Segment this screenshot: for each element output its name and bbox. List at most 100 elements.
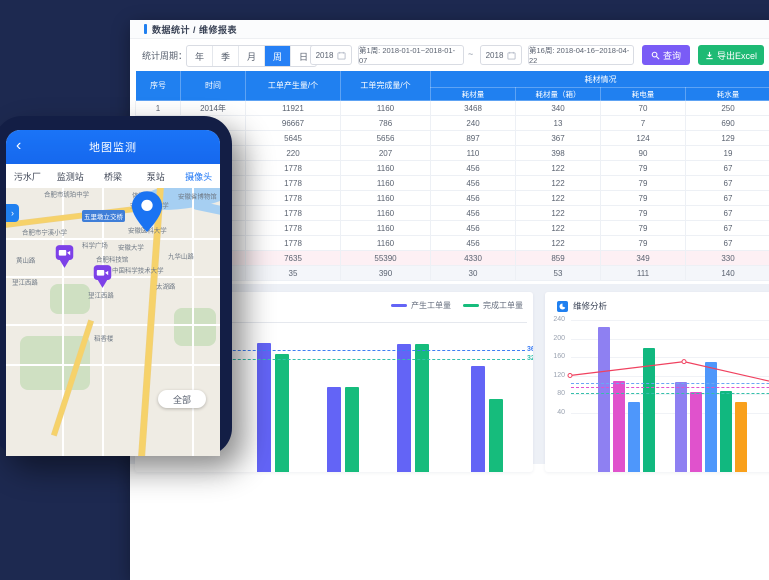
analysis-bar[interactable] xyxy=(643,348,655,472)
phone-tab-泵站[interactable]: 泵站 xyxy=(134,164,177,188)
map-panel-expander[interactable]: › xyxy=(6,204,19,222)
bar-完成工单量-1[interactable] xyxy=(345,387,359,472)
table-cell: 220 xyxy=(246,146,341,161)
bar-产生工单量-2[interactable] xyxy=(397,344,411,472)
map-park xyxy=(174,308,216,346)
map-poi-label: 安徽大学 xyxy=(118,243,144,252)
segment-年[interactable]: 年 xyxy=(187,46,212,66)
analysis-bar[interactable] xyxy=(735,402,747,472)
start-year-select[interactable]: 2018 xyxy=(310,45,352,65)
table-cell: 11921 xyxy=(246,101,341,116)
start-week-range-field[interactable]: 第1周: 2018-01-01~2018-01-07 xyxy=(358,45,464,65)
table-cell: 3468 xyxy=(431,101,516,116)
table-cell: 240 xyxy=(431,116,516,131)
legend-item[interactable]: 完成工单量 xyxy=(463,300,523,311)
reference-line xyxy=(571,393,769,394)
export-excel-button[interactable]: 导出Excel xyxy=(698,45,764,65)
bar-完成工单量-2[interactable] xyxy=(415,344,429,472)
filter-period-label: 统计周期： xyxy=(142,49,187,62)
export-button-label: 导出Excel xyxy=(717,49,757,62)
col-header: 序号 xyxy=(136,71,181,101)
map-poi-label: 黄山路 xyxy=(16,256,35,265)
analysis-bar[interactable] xyxy=(613,381,625,472)
col-header: 时间 xyxy=(181,71,246,101)
table-cell: 1778 xyxy=(246,206,341,221)
phone-tab-摄像头[interactable]: 摄像头 xyxy=(177,164,220,188)
table-cell: 1160 xyxy=(341,101,431,116)
table-cell: 79 xyxy=(601,191,686,206)
table-cell: 1160 xyxy=(341,191,431,206)
map-minor-road xyxy=(6,238,220,240)
start-year-value: 2018 xyxy=(316,51,334,60)
report-table-head: 序号时间工单产生量/个工单完成量/个耗材情况耗材量耗材量（箱）耗电量耗水量 xyxy=(136,71,769,101)
col-subheader: 耗材量（箱） xyxy=(516,88,601,101)
legend-swatch xyxy=(391,304,407,307)
segment-月[interactable]: 月 xyxy=(238,46,264,66)
map-poi-label: 合肥市琥珀中学 xyxy=(44,190,89,199)
analysis-bar[interactable] xyxy=(720,391,732,472)
camera-pin[interactable] xyxy=(92,264,113,294)
bar-完成工单量-0[interactable] xyxy=(275,354,289,472)
table-cell: 5645 xyxy=(246,131,341,146)
table-cell: 67 xyxy=(686,221,769,236)
segment-季[interactable]: 季 xyxy=(212,46,238,66)
table-cell: 897 xyxy=(431,131,516,146)
table-cell: 96667 xyxy=(246,116,341,131)
map-filter-all-button[interactable]: 全部 xyxy=(158,390,206,408)
end-year-select[interactable]: 2018 xyxy=(480,45,522,65)
bar-产生工单量-3[interactable] xyxy=(471,366,485,472)
table-cell: 207 xyxy=(341,146,431,161)
analysis-bar[interactable] xyxy=(690,392,702,472)
search-icon xyxy=(651,51,660,60)
analysis-bar[interactable] xyxy=(598,327,610,472)
location-pin[interactable] xyxy=(130,190,164,239)
table-cell: 340 xyxy=(516,101,601,116)
table-cell: 122 xyxy=(516,221,601,236)
table-cell: 786 xyxy=(341,116,431,131)
col-subheader: 耗电量 xyxy=(601,88,686,101)
phone-page-title: 地图监测 xyxy=(89,139,137,155)
phone-tab-监测站[interactable]: 监测站 xyxy=(49,164,92,188)
analysis-bar[interactable] xyxy=(705,362,717,472)
map-view[interactable]: › 五里墩立交桥合肥市琥珀中学体育场安徽农业大学安徽省博物馆合肥市宁溪小学安徽医… xyxy=(6,188,220,456)
table-cell: 1160 xyxy=(341,221,431,236)
search-button-label: 查询 xyxy=(663,49,681,62)
table-cell: 1160 xyxy=(341,161,431,176)
bar-产生工单量-0[interactable] xyxy=(257,343,271,472)
map-poi-label: 九华山路 xyxy=(168,252,194,261)
table-cell: 79 xyxy=(601,221,686,236)
end-week-range-field[interactable]: 第16周: 2018-04-16~2018-04-22 xyxy=(528,45,634,65)
search-button[interactable]: 查询 xyxy=(642,45,690,65)
table-cell: 1 xyxy=(136,101,181,116)
phone-tab-污水厂[interactable]: 污水厂 xyxy=(6,164,49,188)
map-minor-road xyxy=(6,276,220,278)
y-axis-tick: 40 xyxy=(545,409,565,416)
analysis-bar[interactable] xyxy=(628,402,640,472)
map-poi-label: 中国科学技术大学 xyxy=(112,266,164,275)
back-arrow-icon[interactable]: ‹ xyxy=(16,136,21,156)
table-cell: 1778 xyxy=(246,161,341,176)
table-cell: 90 xyxy=(601,146,686,161)
y-axis-tick: 200 xyxy=(545,335,565,342)
reference-line-label: 323 xyxy=(527,355,533,362)
segment-周[interactable]: 周 xyxy=(264,46,290,66)
table-cell: 129 xyxy=(686,131,769,146)
analysis-bar[interactable] xyxy=(675,382,687,473)
table-cell: 456 xyxy=(431,191,516,206)
table-cell: 70 xyxy=(601,101,686,116)
camera-pin[interactable] xyxy=(54,244,75,274)
bar-完成工单量-3[interactable] xyxy=(489,399,503,472)
calendar-icon xyxy=(337,51,346,60)
phone-tab-桥梁[interactable]: 桥梁 xyxy=(92,164,135,188)
table-cell: 1160 xyxy=(341,176,431,191)
legend-item[interactable]: 产生工单量 xyxy=(391,300,451,311)
table-cell: 124 xyxy=(601,131,686,146)
range-separator: ~ xyxy=(468,49,473,59)
bar-产生工单量-1[interactable] xyxy=(327,387,341,472)
table-cell: 122 xyxy=(516,161,601,176)
table-cell: 398 xyxy=(516,146,601,161)
